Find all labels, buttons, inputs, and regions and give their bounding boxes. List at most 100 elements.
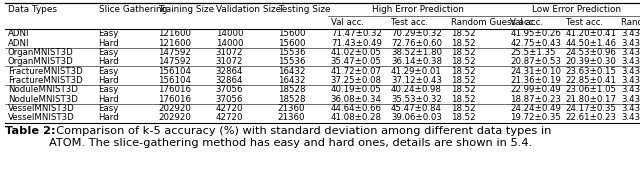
Text: 22.99±0.49: 22.99±0.49 — [510, 85, 561, 94]
Text: 22.61±0.23: 22.61±0.23 — [566, 113, 617, 122]
Text: 176016: 176016 — [158, 95, 191, 104]
Text: 44.50±1.46: 44.50±1.46 — [566, 38, 617, 48]
Text: OrganMNIST3D: OrganMNIST3D — [8, 48, 74, 57]
Text: 39.06±0.03: 39.06±0.03 — [391, 113, 442, 122]
Text: Hard: Hard — [99, 113, 119, 122]
Text: ADNI: ADNI — [8, 29, 29, 38]
Text: 41.02±0.05: 41.02±0.05 — [331, 48, 382, 57]
Text: 71.47±0.32: 71.47±0.32 — [331, 29, 382, 38]
Text: 147592: 147592 — [158, 48, 191, 57]
Text: 40.19±0.05: 40.19±0.05 — [331, 85, 381, 94]
Text: 41.08±0.28: 41.08±0.28 — [331, 113, 382, 122]
Text: 18.52: 18.52 — [451, 113, 476, 122]
Text: 21360: 21360 — [278, 113, 305, 122]
Text: 23.06±1.05: 23.06±1.05 — [566, 85, 617, 94]
Text: 41.20±0.41: 41.20±0.41 — [566, 29, 617, 38]
Text: 3.43: 3.43 — [621, 85, 640, 94]
Text: 176016: 176016 — [158, 85, 191, 94]
Text: Hard: Hard — [99, 95, 119, 104]
Text: 21.80±0.17: 21.80±0.17 — [566, 95, 617, 104]
Text: 18.52: 18.52 — [451, 57, 476, 66]
Text: Val acc.: Val acc. — [331, 18, 364, 27]
Text: 32864: 32864 — [216, 66, 243, 76]
Text: Comparison of k-5 accuracy (%) with standard deviation among different data type: Comparison of k-5 accuracy (%) with stan… — [49, 126, 551, 148]
Text: 36.08±0.34: 36.08±0.34 — [331, 95, 382, 104]
Text: 25.5±1.35: 25.5±1.35 — [510, 48, 556, 57]
Text: Val acc.: Val acc. — [510, 18, 543, 27]
Text: Testing Size: Testing Size — [278, 5, 330, 14]
Text: 41.29±0.01: 41.29±0.01 — [391, 66, 442, 76]
Text: 18.52: 18.52 — [451, 48, 476, 57]
Text: Easy: Easy — [99, 104, 119, 113]
Text: 42720: 42720 — [216, 104, 243, 113]
Text: 15536: 15536 — [278, 57, 305, 66]
Text: 31072: 31072 — [216, 57, 243, 66]
Text: VesselMNIST3D: VesselMNIST3D — [8, 104, 74, 113]
Text: FractureMNIST3D: FractureMNIST3D — [8, 66, 83, 76]
Text: 42720: 42720 — [216, 113, 243, 122]
Text: Table 2:: Table 2: — [5, 126, 56, 136]
Text: 72.76±0.60: 72.76±0.60 — [391, 38, 442, 48]
Text: 21.36±0.19: 21.36±0.19 — [510, 76, 561, 85]
Text: 37056: 37056 — [216, 95, 243, 104]
Text: Hard: Hard — [99, 76, 119, 85]
Text: Low Error Prediction: Low Error Prediction — [532, 5, 621, 14]
Text: 18.52: 18.52 — [451, 38, 476, 48]
Text: 18.87±0.23: 18.87±0.23 — [510, 95, 561, 104]
Text: 3.43: 3.43 — [621, 113, 640, 122]
Text: 18.52: 18.52 — [451, 66, 476, 76]
Text: 156104: 156104 — [158, 66, 191, 76]
Text: 36.14±0.38: 36.14±0.38 — [391, 57, 442, 66]
Text: 3.43: 3.43 — [621, 104, 640, 113]
Text: 202920: 202920 — [158, 104, 191, 113]
Text: 41.95±0.26: 41.95±0.26 — [510, 29, 561, 38]
Text: 44.64±0.66: 44.64±0.66 — [331, 104, 382, 113]
Text: 121600: 121600 — [158, 38, 191, 48]
Text: Random Guess acc.: Random Guess acc. — [451, 18, 536, 27]
Text: 202920: 202920 — [158, 113, 191, 122]
Text: Validation Size: Validation Size — [216, 5, 281, 14]
Text: 156104: 156104 — [158, 76, 191, 85]
Text: Hard: Hard — [99, 57, 119, 66]
Text: 147592: 147592 — [158, 57, 191, 66]
Text: 35.47±0.05: 35.47±0.05 — [331, 57, 382, 66]
Text: 32864: 32864 — [216, 76, 243, 85]
Text: 18.52: 18.52 — [451, 104, 476, 113]
Text: 71.43±0.49: 71.43±0.49 — [331, 38, 381, 48]
Text: 3.43: 3.43 — [621, 57, 640, 66]
Text: 40.24±0.98: 40.24±0.98 — [391, 85, 442, 94]
Text: 3.43: 3.43 — [621, 29, 640, 38]
Text: 24.17±0.35: 24.17±0.35 — [566, 104, 617, 113]
Text: 18.52: 18.52 — [451, 76, 476, 85]
Text: 3.43: 3.43 — [621, 48, 640, 57]
Text: 37056: 37056 — [216, 85, 243, 94]
Text: 18528: 18528 — [278, 85, 305, 94]
Text: 35.53±0.32: 35.53±0.32 — [391, 95, 442, 104]
Text: 37.12±0.43: 37.12±0.43 — [391, 76, 442, 85]
Text: VesselMNIST3D: VesselMNIST3D — [8, 113, 74, 122]
Text: 15600: 15600 — [278, 38, 305, 48]
Text: 20.87±0.53: 20.87±0.53 — [510, 57, 561, 66]
Text: 19.72±0.35: 19.72±0.35 — [510, 113, 561, 122]
Text: Test acc.: Test acc. — [391, 18, 428, 27]
Text: Test acc.: Test acc. — [566, 18, 603, 27]
Text: 18.52: 18.52 — [451, 29, 476, 38]
Text: Hard: Hard — [99, 38, 119, 48]
Text: 16432: 16432 — [278, 76, 305, 85]
Text: 70.29±0.32: 70.29±0.32 — [391, 29, 442, 38]
Text: 24.24±0.49: 24.24±0.49 — [510, 104, 561, 113]
Text: Slice Gathering: Slice Gathering — [99, 5, 167, 14]
Text: 18528: 18528 — [278, 95, 305, 104]
Text: 20.39±0.30: 20.39±0.30 — [566, 57, 616, 66]
Text: 38.52±1.80: 38.52±1.80 — [391, 48, 442, 57]
Text: 21360: 21360 — [278, 104, 305, 113]
Text: OrganMNIST3D: OrganMNIST3D — [8, 57, 74, 66]
Text: 31072: 31072 — [216, 48, 243, 57]
Text: 3.43: 3.43 — [621, 66, 640, 76]
Text: 37.25±0.08: 37.25±0.08 — [331, 76, 382, 85]
Text: Easy: Easy — [99, 66, 119, 76]
Text: Random Guess acc.: Random Guess acc. — [621, 18, 640, 27]
Text: Easy: Easy — [99, 85, 119, 94]
Text: 45.47±0.84: 45.47±0.84 — [391, 104, 442, 113]
Text: 121600: 121600 — [158, 29, 191, 38]
